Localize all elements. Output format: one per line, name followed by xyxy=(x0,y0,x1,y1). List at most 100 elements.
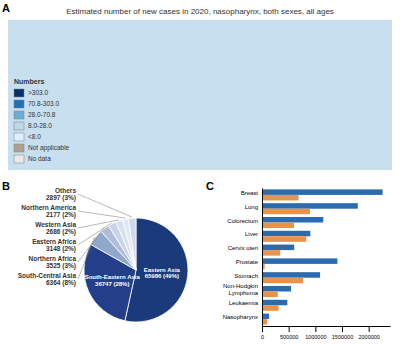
legend-label: >303.0 xyxy=(28,89,48,96)
legend-label: 70.8-303.0 xyxy=(28,100,59,107)
legend-label: 8.0-28.0 xyxy=(28,122,52,129)
leader-line xyxy=(78,223,112,245)
slice-value: 3525 (3%) xyxy=(46,262,76,270)
tick-label: Nasopharynx xyxy=(223,314,258,320)
bar xyxy=(262,217,323,223)
legend-label: <8.0 xyxy=(28,133,41,140)
bar xyxy=(262,305,279,311)
slice-name: South-Eastern Asia xyxy=(85,274,141,280)
pie-slice xyxy=(128,218,136,270)
pie-panel: B Eastern Asia65986 (49%)South-Eastern As… xyxy=(2,180,188,322)
bar xyxy=(262,250,280,256)
slice-value: 2177 (2%) xyxy=(46,211,76,219)
slice-value: 65986 (49%) xyxy=(145,273,179,279)
tick-label: 1500000 xyxy=(332,334,353,340)
legend-label: Not applicable xyxy=(28,144,70,152)
tick-label: 2000000 xyxy=(358,334,379,340)
legend-swatch xyxy=(14,133,24,141)
bar xyxy=(262,300,287,306)
data-label: Northern America2177 (2%) xyxy=(21,204,76,219)
legend-title: Numbers xyxy=(14,78,44,85)
tick-mark xyxy=(342,326,343,332)
bar xyxy=(262,292,278,298)
map-ocean xyxy=(8,20,392,170)
data-label: South-Eastern Asia36747 (28%) xyxy=(85,274,141,287)
leader-line xyxy=(78,194,132,217)
leader-line xyxy=(78,220,119,228)
panel-label: C xyxy=(206,180,214,192)
tick-label-line: Colorectum xyxy=(227,218,258,224)
slice-name: South-Central Asia xyxy=(18,272,77,279)
tick-mark xyxy=(289,326,290,332)
x-tick: 1500000 xyxy=(332,326,353,340)
slice-name: Western Asia xyxy=(35,221,76,228)
y-tick: Nasopharynx xyxy=(223,314,262,320)
tick-label: Colorectum xyxy=(227,218,258,224)
y-tick: Cervix uteri xyxy=(228,245,262,251)
slice-name: Eastern Africa xyxy=(32,238,76,245)
panel-label: A xyxy=(2,2,10,14)
x-tick: 1000000 xyxy=(305,326,326,340)
bar xyxy=(262,209,310,215)
legend-swatch xyxy=(14,122,24,130)
bar xyxy=(262,189,383,195)
y-tick: Liver xyxy=(245,231,262,237)
axis-line xyxy=(262,189,263,327)
data-label: Western Asia2686 (2%) xyxy=(35,221,76,236)
tick-label-line: Breast xyxy=(241,190,259,196)
tick-label: Cervix uteri xyxy=(228,245,258,251)
title: Estimated number of new cases in 2020, n… xyxy=(66,7,334,16)
slice-name: Northern Africa xyxy=(29,255,77,262)
x-axis: 0 500000 1000000 1500000 2000000 xyxy=(261,326,391,340)
tick-label-line: Leukaemia xyxy=(229,300,259,306)
bar xyxy=(262,231,310,237)
tick-label: Lung xyxy=(245,204,258,210)
data-label: Others2897 (3%) xyxy=(46,187,76,202)
tick-label: Leukaemia xyxy=(229,300,259,306)
slice-value: 2897 (3%) xyxy=(46,194,76,202)
bars xyxy=(262,189,383,324)
y-tick: Breast xyxy=(241,190,262,196)
tick-label-line: Nasopharynx xyxy=(223,314,258,320)
legend-label: 28.0-70.8 xyxy=(28,111,56,118)
y-tick: Colorectum xyxy=(227,218,262,224)
x-tick: 0 xyxy=(261,326,264,340)
slice-name: Others xyxy=(55,187,76,194)
leader-line xyxy=(78,228,104,262)
tick-label: 1000000 xyxy=(305,334,326,340)
pie-labels: Eastern Asia65986 (49%)South-Eastern Asi… xyxy=(18,187,181,288)
legend-swatch xyxy=(14,111,24,119)
slice-value: 3148 (2%) xyxy=(46,245,76,253)
tick-label: Liver xyxy=(245,231,258,237)
tick-label: 0 xyxy=(261,334,264,340)
pie-slice xyxy=(123,219,136,270)
tick-mark xyxy=(315,326,316,332)
slice-value: 2686 (2%) xyxy=(46,228,76,236)
tick-mark xyxy=(369,326,370,332)
bar xyxy=(262,223,294,229)
tick-mark xyxy=(262,326,263,332)
y-tick: Leukaemia xyxy=(229,300,262,306)
y-tick: Prostate xyxy=(236,259,262,265)
legend-swatch xyxy=(14,144,24,152)
y-tick: Stomach xyxy=(234,273,262,279)
legend-label: No data xyxy=(28,155,51,162)
tick-label: 500000 xyxy=(280,334,298,340)
slice-value: 36747 (28%) xyxy=(95,281,129,287)
tick-label-line: Lymphoma xyxy=(229,290,259,296)
y-tick: Non-HodgkinLymphoma xyxy=(223,283,262,296)
panel-label: B xyxy=(2,180,10,192)
data-label: Northern Africa3525 (3%) xyxy=(29,255,77,270)
bar xyxy=(262,272,320,278)
bar xyxy=(262,278,303,284)
slice-value: 6364 (8%) xyxy=(46,279,76,287)
map-panel: Estimated number of new cases in 2020, n… xyxy=(2,2,392,170)
tick-label: Prostate xyxy=(236,259,259,265)
bar xyxy=(262,236,306,242)
legend-swatch xyxy=(14,89,24,97)
tick-label: Non-HodgkinLymphoma xyxy=(223,283,259,296)
figure: Estimated number of new cases in 2020, n… xyxy=(0,0,400,344)
bar xyxy=(262,258,337,264)
tick-label-line: Lung xyxy=(245,204,258,210)
legend-swatch xyxy=(14,100,24,108)
